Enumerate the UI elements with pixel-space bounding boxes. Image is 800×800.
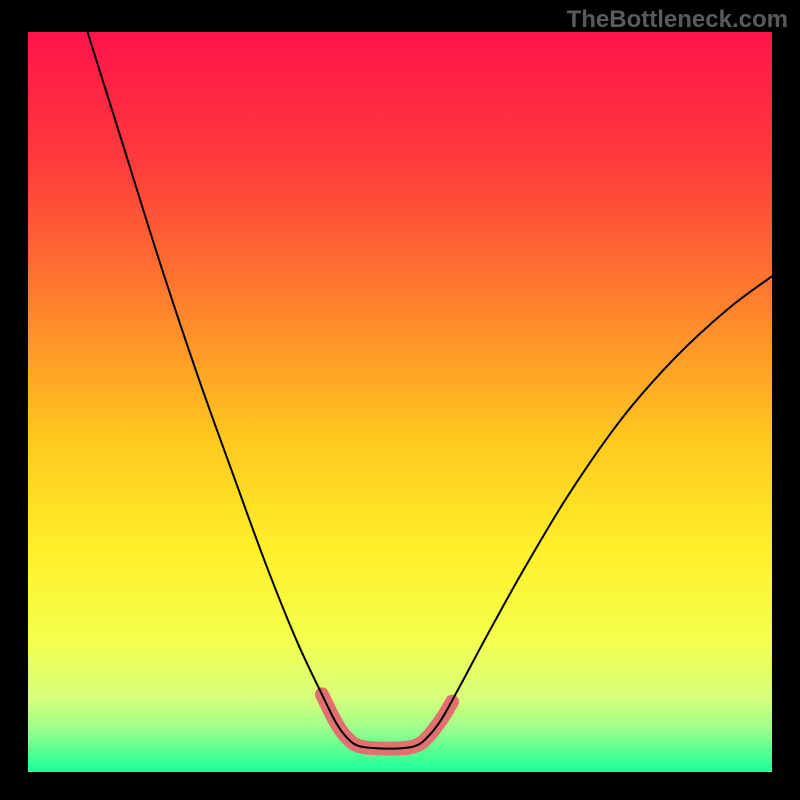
chart-container: TheBottleneck.com — [0, 0, 800, 800]
plot-background — [28, 32, 772, 772]
watermark: TheBottleneck.com — [567, 6, 788, 34]
bottleneck-chart — [0, 0, 800, 800]
